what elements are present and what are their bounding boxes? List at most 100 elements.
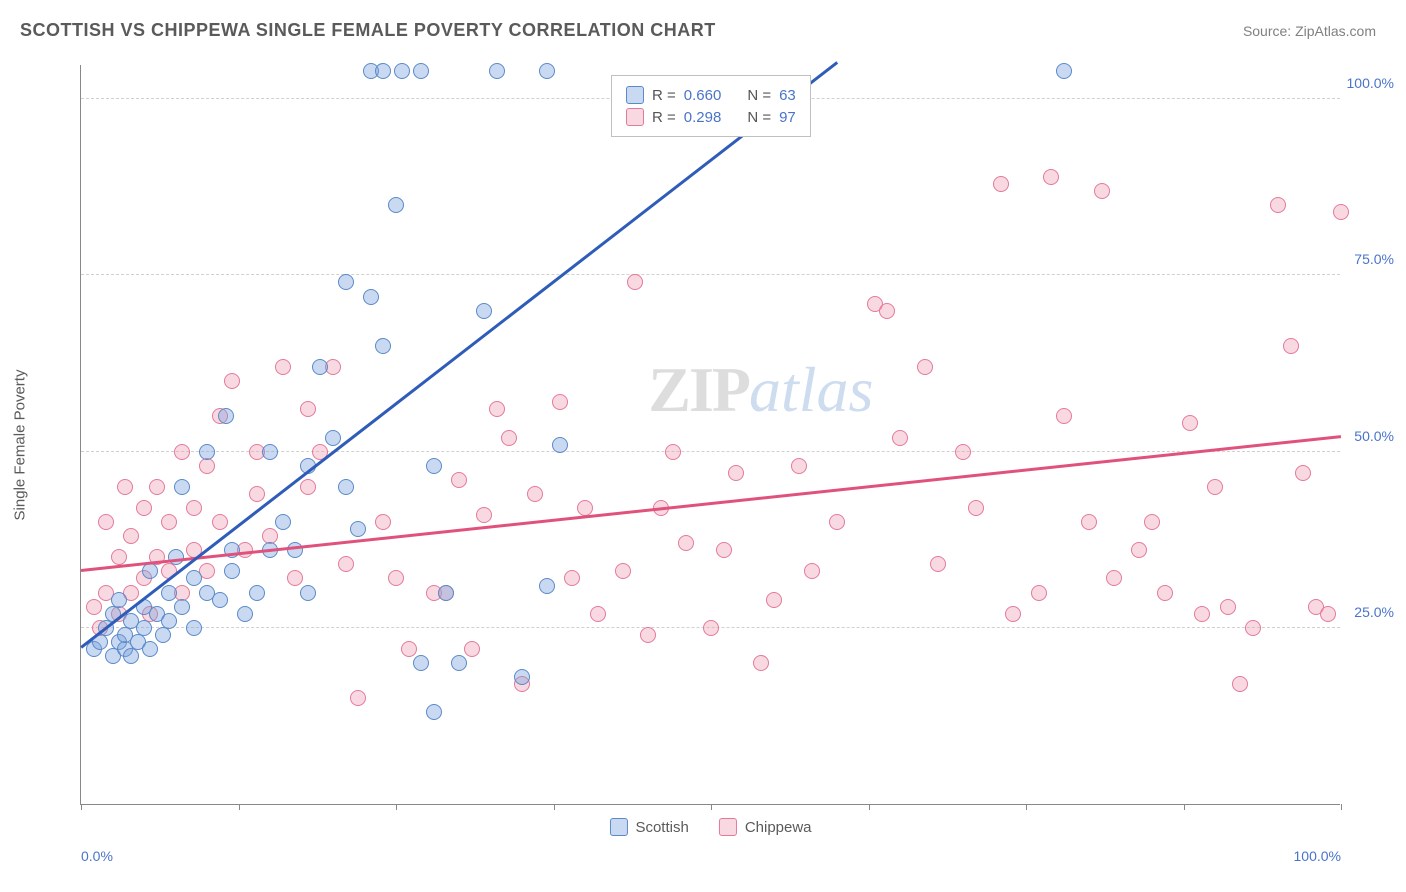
scatter-point-chippewa <box>1005 606 1021 622</box>
scatter-point-chippewa <box>174 444 190 460</box>
scatter-point-scottish <box>514 669 530 685</box>
x-tick-label: 100.0% <box>1294 848 1341 864</box>
scatter-point-chippewa <box>476 507 492 523</box>
x-tick <box>396 804 397 810</box>
scatter-point-chippewa <box>186 500 202 516</box>
scatter-point-chippewa <box>338 556 354 572</box>
scatter-point-scottish <box>186 570 202 586</box>
scatter-point-chippewa <box>199 458 215 474</box>
scatter-point-scottish <box>218 408 234 424</box>
legend-item-chippewa: Chippewa <box>719 818 812 836</box>
scatter-point-chippewa <box>161 514 177 530</box>
x-tick <box>81 804 82 810</box>
scatter-point-chippewa <box>590 606 606 622</box>
scatter-point-scottish <box>161 585 177 601</box>
scatter-point-chippewa <box>1232 676 1248 692</box>
source-value: ZipAtlas.com <box>1295 23 1376 39</box>
x-tick <box>869 804 870 810</box>
y-tick-label: 100.0% <box>1347 75 1394 91</box>
scatter-point-scottish <box>552 437 568 453</box>
scatter-point-scottish <box>275 514 291 530</box>
legend-label-chippewa: Chippewa <box>745 819 812 836</box>
scatter-point-chippewa <box>716 542 732 558</box>
scatter-point-chippewa <box>117 479 133 495</box>
scatter-point-chippewa <box>86 599 102 615</box>
scatter-point-chippewa <box>111 549 127 565</box>
scatter-point-chippewa <box>1131 542 1147 558</box>
scatter-point-chippewa <box>1295 465 1311 481</box>
scatter-point-scottish <box>224 563 240 579</box>
scatter-point-chippewa <box>1207 479 1223 495</box>
scatter-point-scottish <box>212 592 228 608</box>
scatter-point-chippewa <box>375 514 391 530</box>
scatter-point-chippewa <box>930 556 946 572</box>
x-tick <box>1026 804 1027 810</box>
legend-row-scottish: R = 0.660 N = 63 <box>626 84 796 106</box>
y-tick-label: 75.0% <box>1354 251 1394 267</box>
scatter-point-scottish <box>388 197 404 213</box>
scatter-point-scottish <box>413 63 429 79</box>
scatter-point-chippewa <box>968 500 984 516</box>
scatter-point-chippewa <box>1043 169 1059 185</box>
plot-area: ZIPatlas R = 0.660 N = 63 R = 0.298 N = … <box>80 65 1340 805</box>
scatter-point-chippewa <box>1081 514 1097 530</box>
scatter-point-chippewa <box>993 176 1009 192</box>
legend-item-scottish: Scottish <box>609 818 688 836</box>
scatter-point-chippewa <box>224 373 240 389</box>
scatter-point-chippewa <box>451 472 467 488</box>
scatter-point-chippewa <box>1245 620 1261 636</box>
scatter-point-chippewa <box>501 430 517 446</box>
scatter-point-chippewa <box>350 690 366 706</box>
scatter-point-scottish <box>363 289 379 305</box>
scatter-point-scottish <box>394 63 410 79</box>
scatter-point-chippewa <box>527 486 543 502</box>
x-tick <box>1184 804 1185 810</box>
y-tick-label: 25.0% <box>1354 604 1394 620</box>
chart-container: Single Female Poverty ZIPatlas R = 0.660… <box>50 55 1380 835</box>
watermark-zip: ZIP <box>648 354 749 425</box>
x-tick-label: 0.0% <box>81 848 113 864</box>
x-tick <box>711 804 712 810</box>
trend-line-scottish <box>80 62 838 649</box>
scatter-point-chippewa <box>98 514 114 530</box>
watermark: ZIPatlas <box>648 353 873 427</box>
scatter-point-chippewa <box>401 641 417 657</box>
legend-swatch-chippewa <box>626 108 644 126</box>
scatter-point-scottish <box>142 641 158 657</box>
scatter-point-chippewa <box>753 655 769 671</box>
scatter-point-scottish <box>413 655 429 671</box>
scatter-point-scottish <box>1056 63 1072 79</box>
scatter-point-scottish <box>111 592 127 608</box>
r-value-chippewa: 0.298 <box>684 109 722 126</box>
gridline <box>81 274 1340 275</box>
correlation-legend: R = 0.660 N = 63 R = 0.298 N = 97 <box>611 75 811 137</box>
scatter-point-scottish <box>300 585 316 601</box>
scatter-point-scottish <box>155 627 171 643</box>
scatter-point-scottish <box>426 704 442 720</box>
scatter-point-chippewa <box>275 359 291 375</box>
r-label: R = <box>652 87 676 104</box>
scatter-point-scottish <box>199 444 215 460</box>
n-label: N = <box>747 87 771 104</box>
scatter-point-chippewa <box>615 563 631 579</box>
scatter-point-chippewa <box>1094 183 1110 199</box>
scatter-point-chippewa <box>577 500 593 516</box>
scatter-point-scottish <box>338 274 354 290</box>
scatter-point-chippewa <box>287 570 303 586</box>
scatter-point-chippewa <box>955 444 971 460</box>
scatter-point-chippewa <box>1333 204 1349 220</box>
source-label: Source: <box>1243 23 1295 39</box>
scatter-point-scottish <box>136 620 152 636</box>
scatter-point-chippewa <box>1144 514 1160 530</box>
scatter-point-chippewa <box>1031 585 1047 601</box>
scatter-point-scottish <box>142 563 158 579</box>
legend-swatch-scottish <box>626 86 644 104</box>
scatter-point-chippewa <box>1283 338 1299 354</box>
scatter-point-chippewa <box>249 486 265 502</box>
scatter-point-chippewa <box>1220 599 1236 615</box>
scatter-point-scottish <box>237 606 253 622</box>
scatter-point-scottish <box>375 63 391 79</box>
scatter-point-chippewa <box>627 274 643 290</box>
legend-label-scottish: Scottish <box>635 819 688 836</box>
series-legend: Scottish Chippewa <box>609 818 811 836</box>
